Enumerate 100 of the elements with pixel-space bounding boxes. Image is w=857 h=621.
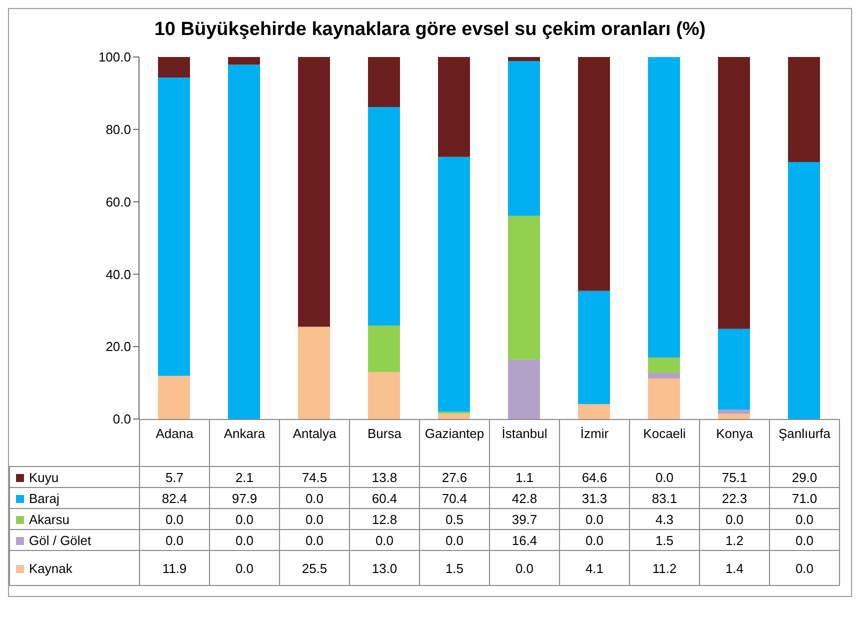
bar <box>368 106 400 326</box>
data-label: 74.5 <box>280 466 350 488</box>
bar <box>298 57 330 327</box>
data-label: 29.0 <box>770 466 840 488</box>
bar <box>228 64 260 419</box>
y-tick-label: 100.0 <box>98 50 131 65</box>
data-label: 0.0 <box>770 508 840 530</box>
x-tick-label: Ankara <box>210 420 280 466</box>
x-tick-label: Antalya <box>280 420 350 466</box>
data-label: 82.4 <box>140 488 210 508</box>
chart-title: 10 Büyükşehirde kaynaklara göre evsel su çekim oranları (%) <box>153 19 707 41</box>
legend-label: Kaynak <box>10 550 140 586</box>
bar <box>718 57 750 329</box>
bar <box>508 360 540 419</box>
data-label: 0.0 <box>560 508 630 530</box>
y-tick-label: 60.0 <box>106 194 131 210</box>
bar <box>578 57 610 291</box>
data-label: 70.4 <box>420 488 490 508</box>
data-label: 0.0 <box>280 530 350 550</box>
bar <box>438 57 470 157</box>
data-label: 64.6 <box>560 466 630 488</box>
bar <box>228 57 260 65</box>
bar <box>508 60 540 216</box>
legend-label: Göl / Gölet <box>10 530 140 550</box>
bar <box>718 414 750 419</box>
bar <box>368 57 400 107</box>
data-label: 0.0 <box>770 530 840 550</box>
data-label: 31.3 <box>560 488 630 508</box>
data-label: 0.0 <box>280 508 350 530</box>
data-label: 11.9 <box>140 550 210 586</box>
data-label: 0.0 <box>210 550 280 586</box>
bar <box>158 78 190 376</box>
bar <box>158 376 190 419</box>
legend-label: Kuyu <box>10 466 140 488</box>
bar <box>718 328 750 410</box>
data-label: 0.0 <box>210 530 280 550</box>
data-label: 0.0 <box>420 530 490 550</box>
x-tick-label: İzmir <box>560 420 630 466</box>
data-label: 1.2 <box>700 530 770 550</box>
bar <box>788 57 820 162</box>
bar <box>508 216 540 360</box>
data-label: 60.4 <box>350 488 420 508</box>
bar <box>788 162 820 419</box>
bar <box>298 326 330 419</box>
bar <box>648 373 680 378</box>
bar <box>368 326 400 372</box>
data-label: 25.5 <box>280 550 350 586</box>
data-label: 5.7 <box>140 466 210 488</box>
bar <box>648 357 680 374</box>
x-tick-label: Kocaeli <box>630 420 700 466</box>
bar <box>718 410 750 414</box>
x-tick-label: Şanlıurfa <box>770 420 840 466</box>
data-label: 13.0 <box>350 550 420 586</box>
data-label: 0.0 <box>560 530 630 550</box>
data-label: 0.0 <box>630 466 700 488</box>
data-label: 27.6 <box>420 466 490 488</box>
x-tick-label: Gaziantep <box>420 420 490 466</box>
bar <box>578 404 610 419</box>
data-label: 42.8 <box>490 488 560 508</box>
data-label: 12.8 <box>350 508 420 530</box>
data-label: 1.5 <box>630 530 700 550</box>
bar <box>648 378 680 419</box>
x-tick-label: Adana <box>140 420 210 466</box>
y-tick-label: 80.0 <box>106 122 131 138</box>
y-tick-label: 20.0 <box>106 339 131 354</box>
bar <box>648 57 680 358</box>
data-label: 0.5 <box>420 508 490 530</box>
data-label: 0.0 <box>350 530 420 550</box>
y-tick-label: 0.0 <box>112 412 131 427</box>
bar <box>158 57 190 78</box>
bar <box>368 372 400 419</box>
data-label: 1.4 <box>700 550 770 586</box>
bar <box>508 57 540 61</box>
bar <box>438 156 470 412</box>
data-label: 13.8 <box>350 466 420 488</box>
data-label: 4.3 <box>630 508 700 530</box>
x-tick-label: İstanbul <box>490 420 560 466</box>
data-label: 0.0 <box>700 508 770 530</box>
data-label: 0.0 <box>140 530 210 550</box>
data-label: 0.0 <box>210 508 280 530</box>
x-tick-label: Bursa <box>350 420 420 466</box>
legend-label: Baraj <box>10 488 140 508</box>
data-label: 1.1 <box>490 466 560 488</box>
data-label: 4.1 <box>560 550 630 586</box>
x-tick-label: Konya <box>700 420 770 466</box>
data-label: 0.0 <box>770 550 840 586</box>
data-label: 1.5 <box>420 550 490 586</box>
data-label: 16.4 <box>490 530 560 550</box>
y-tick-label: 40.0 <box>106 266 131 282</box>
legend-label: Akarsu <box>10 508 140 530</box>
data-label: 11.2 <box>630 550 700 586</box>
bar <box>438 414 470 419</box>
data-label: 75.1 <box>700 466 770 488</box>
data-label: 0.0 <box>490 550 560 586</box>
data-label: 83.1 <box>630 488 700 508</box>
data-label: 71.0 <box>770 488 840 508</box>
data-label: 0.0 <box>280 488 350 508</box>
data-label: 97.9 <box>210 488 280 508</box>
data-label: 39.7 <box>490 508 560 530</box>
data-label: 0.0 <box>140 508 210 530</box>
